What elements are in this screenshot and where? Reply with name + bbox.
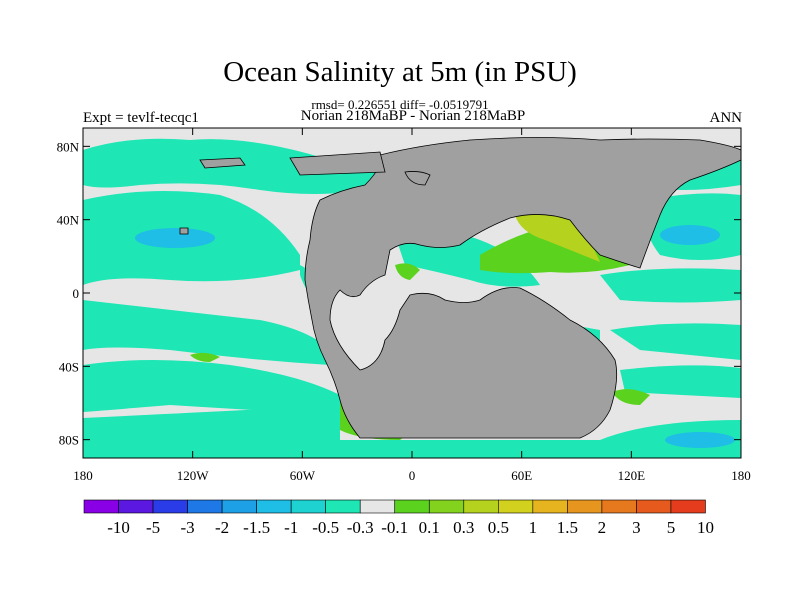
south-pacific-cyan <box>83 360 340 415</box>
x-tick-label: 180 <box>731 468 751 483</box>
colorbar-swatch <box>221 499 257 514</box>
caribbean-green <box>395 263 420 280</box>
north-pacific-green <box>190 352 220 362</box>
pangaea-landmass <box>304 137 742 439</box>
arctic-island-center <box>289 151 386 176</box>
colorbar-label: 1 <box>529 518 538 537</box>
comparison-label: Norian 218MaBP - Norian 218MaBP <box>300 108 526 124</box>
colorbar-swatch <box>256 499 292 514</box>
stats-text: rmsd= 0.226551 diff= -0.0519791 <box>311 97 489 112</box>
colorbar-swatch <box>359 499 396 514</box>
south-indian-green <box>612 389 650 405</box>
colorbar-label: 0.1 <box>419 518 440 537</box>
x-tick-label: 120W <box>177 468 210 483</box>
colorbar-label: 10 <box>697 518 714 537</box>
colorbar-swatch <box>463 499 499 514</box>
colorbar-swatch <box>498 499 534 514</box>
arctic-island-right <box>404 171 431 186</box>
tropical-pacific-cyan <box>83 300 330 365</box>
colorbar-label: -5 <box>146 518 160 537</box>
colorbar-swatch <box>601 499 637 514</box>
x-tick-label: 60W <box>290 468 316 483</box>
colorbar-swatch <box>532 499 568 514</box>
colorbar-label: 0.5 <box>488 518 509 537</box>
colorbar-swatch <box>325 499 361 514</box>
colorbar-swatch <box>428 499 465 514</box>
colorbar-swatch <box>670 499 706 514</box>
chart-title: Ocean Salinity at 5m (in PSU) <box>223 56 577 88</box>
colorbar-label: -0.3 <box>347 518 374 537</box>
y-tick-label: 40S <box>59 359 79 374</box>
season-label: ANN <box>709 110 743 126</box>
colorbar-swatch <box>636 499 672 514</box>
small-island-pacific <box>179 227 189 235</box>
colorbar: -10 -5 -3 -2 -1.5 -1 -0.5 -0.3 -0.1 0.1 0.3 0.5 1 1.5… <box>83 499 714 537</box>
colorbar-label: -0.1 <box>381 518 408 537</box>
colorbar-swatch <box>118 499 154 514</box>
land-masses <box>179 137 742 439</box>
map-field <box>83 128 742 458</box>
colorbar-label: 1.5 <box>557 518 578 537</box>
colorbar-label: -1.5 <box>243 518 270 537</box>
east-pacific-cyan-3 <box>620 365 741 398</box>
colorbar-swatch <box>394 499 430 514</box>
colorbar-label: -2 <box>215 518 229 537</box>
southern-ocean-cyan <box>83 405 741 458</box>
x-tick-label: 60E <box>511 468 532 483</box>
arctic-cyan <box>83 138 390 194</box>
axis-ticks: 180 120W 60W 0 60E 120E 180 80N 40N 0 40S 80S <box>57 128 751 483</box>
colorbar-swatch <box>187 499 223 514</box>
x-tick-label: 120E <box>618 468 646 483</box>
colorbar-label: 0.3 <box>453 518 474 537</box>
colorbar-label: -3 <box>180 518 194 537</box>
x-tick-label: 180 <box>73 468 93 483</box>
y-tick-label: 0 <box>73 286 80 301</box>
southern-blue <box>665 432 735 448</box>
experiment-label: Expt = tevlf-tecqc1 <box>83 110 199 126</box>
colorbar-swatch <box>567 499 603 514</box>
colorbar-swatch <box>290 499 326 514</box>
colorbar-label: -10 <box>107 518 130 537</box>
east-pacific-cyan <box>600 268 741 303</box>
colorbar-swatch <box>152 499 188 514</box>
y-tick-label: 40N <box>57 213 80 228</box>
colorbar-label: 5 <box>667 518 676 537</box>
east-pacific-blue <box>660 225 720 245</box>
colorbar-swatch <box>83 499 119 514</box>
colorbar-label: 3 <box>632 518 641 537</box>
y-tick-label: 80N <box>57 139 80 154</box>
x-tick-label: 0 <box>409 468 416 483</box>
colorbar-label: -1 <box>284 518 298 537</box>
arctic-island-left <box>199 157 246 169</box>
colorbar-label: -0.5 <box>312 518 339 537</box>
north-pacific-blue <box>135 228 215 248</box>
east-pacific-cyan-2 <box>610 323 741 360</box>
y-tick-label: 80S <box>59 433 79 448</box>
colorbar-label: 2 <box>598 518 607 537</box>
